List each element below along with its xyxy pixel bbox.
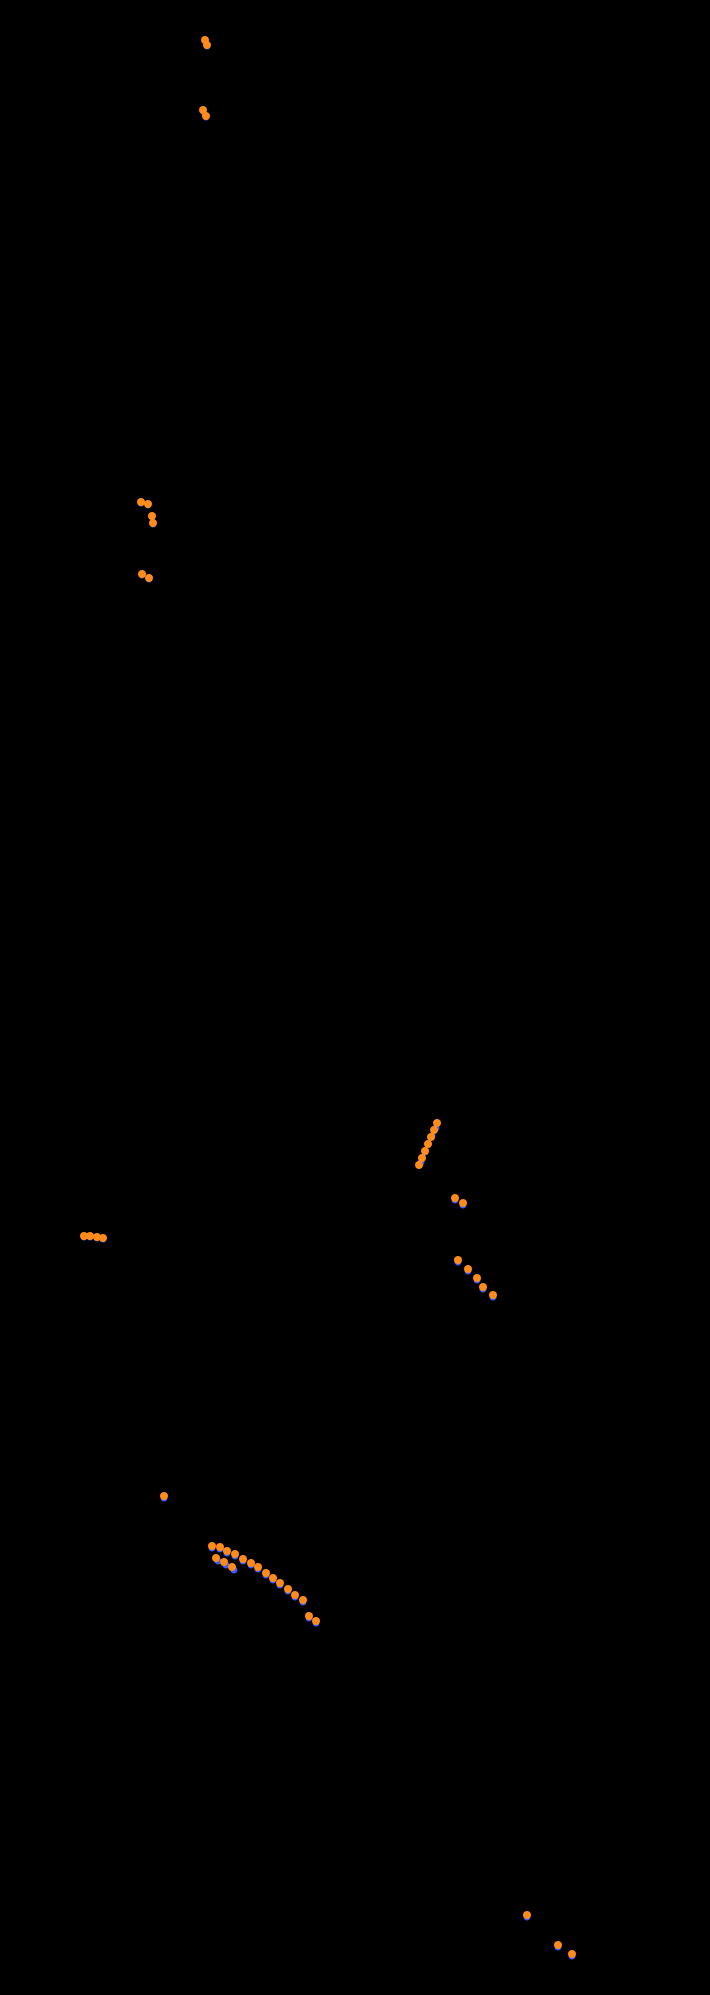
- scatter-point: [489, 1291, 497, 1299]
- scatter-point: [276, 1579, 284, 1587]
- scatter-point: [415, 1161, 423, 1169]
- scatter-point: [239, 1555, 247, 1563]
- scatter-point: [433, 1119, 441, 1127]
- scatter-point: [424, 1140, 432, 1148]
- scatter-point: [454, 1256, 462, 1264]
- scatter-point: [202, 112, 210, 120]
- scatter-point: [99, 1234, 107, 1242]
- scatter-plot: [0, 0, 710, 1995]
- scatter-point: [299, 1596, 307, 1604]
- scatter-point: [145, 574, 153, 582]
- scatter-point: [464, 1265, 472, 1273]
- scatter-point: [421, 1147, 429, 1155]
- scatter-point: [212, 1554, 220, 1562]
- scatter-point: [554, 1941, 562, 1949]
- scatter-point: [231, 1550, 239, 1558]
- scatter-point: [223, 1547, 231, 1555]
- scatter-point: [418, 1154, 426, 1162]
- scatter-point: [430, 1126, 438, 1134]
- scatter-point: [203, 41, 211, 49]
- scatter-point: [160, 1492, 168, 1500]
- scatter-point: [451, 1194, 459, 1202]
- scatter-point: [149, 519, 157, 527]
- scatter-point: [427, 1133, 435, 1141]
- scatter-point: [291, 1591, 299, 1599]
- scatter-point: [228, 1563, 236, 1571]
- scatter-point: [568, 1950, 576, 1958]
- scatter-point: [254, 1563, 262, 1571]
- scatter-point: [479, 1283, 487, 1291]
- scatter-point: [144, 500, 152, 508]
- scatter-point: [312, 1617, 320, 1625]
- scatter-point: [459, 1199, 467, 1207]
- scatter-point: [523, 1911, 531, 1919]
- scatter-point: [208, 1542, 216, 1550]
- scatter-point: [220, 1558, 228, 1566]
- scatter-point: [473, 1274, 481, 1282]
